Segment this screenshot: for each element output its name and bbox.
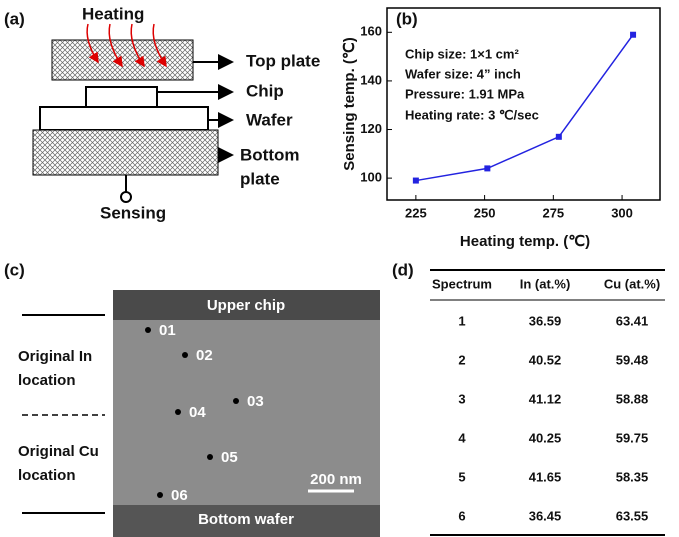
spot: [207, 454, 213, 460]
panel-label: (c): [4, 260, 25, 279]
table-header: In (at.%): [520, 276, 571, 291]
x-tick-label: 300: [611, 205, 633, 220]
part-label: Top plate: [246, 51, 320, 70]
y-tick-label: 120: [360, 121, 382, 136]
table-cell: 1: [458, 313, 465, 328]
spot: [233, 398, 239, 404]
table-cell: 36.45: [529, 508, 562, 523]
spot-label: 02: [196, 347, 213, 364]
region-text: Original Cu: [18, 443, 99, 460]
table-cell: 5: [458, 469, 465, 484]
y-tick-label: 140: [360, 72, 382, 87]
region-text: location: [18, 467, 76, 484]
part-label: plate: [240, 169, 280, 188]
table-header: Spectrum: [432, 276, 492, 291]
wafer: [40, 107, 208, 130]
x-axis-label: Heating temp. (℃): [460, 233, 590, 250]
panel-label: (d): [392, 260, 414, 279]
region-text: location: [18, 372, 76, 389]
panel-b: (b) Chip size: 1×1 cm² Wafer size: 4” in…: [341, 8, 660, 250]
point: [556, 134, 562, 140]
x-tick-label: 225: [405, 205, 427, 220]
heating-label: Heating: [82, 4, 144, 23]
point: [413, 178, 419, 184]
plot-frame: [387, 8, 660, 200]
part-label: Chip: [246, 81, 284, 100]
y-tick-label: 160: [360, 24, 382, 39]
spot-label: 04: [189, 404, 206, 421]
table-cell: 40.25: [529, 430, 562, 445]
x-tick-label: 275: [542, 205, 564, 220]
table-cell: 36.59: [529, 313, 562, 328]
spot-label: 06: [171, 487, 188, 504]
spot: [175, 409, 181, 415]
table-cell: 59.75: [616, 430, 649, 445]
table-cell: 4: [458, 430, 466, 445]
region-label: Bottom wafer: [198, 511, 294, 528]
part-label: Bottom: [240, 145, 299, 164]
sem-image: [113, 290, 380, 537]
panel-label: (b): [396, 9, 418, 28]
top-plate: [52, 40, 193, 80]
table-cell: 58.88: [616, 391, 649, 406]
spot: [145, 327, 151, 333]
y-axis-label: Sensing temp. (℃): [341, 37, 358, 171]
table-cell: 6: [458, 508, 465, 523]
table-cell: 2: [458, 352, 465, 367]
annotation: Wafer size: 4” inch: [405, 66, 521, 81]
table-header: Cu (at.%): [604, 276, 660, 291]
panel-d: (d) Spectrum In (at.%) Cu (at.%) 1 36.59 63.4…: [392, 260, 665, 535]
region-text: Original In: [18, 348, 92, 365]
x-tick-label: 250: [474, 205, 496, 220]
table-cell: 58.35: [616, 469, 649, 484]
sensing-label: Sensing: [100, 203, 166, 222]
spot: [157, 492, 163, 498]
point: [484, 165, 490, 171]
table-cell: 3: [458, 391, 465, 406]
region-label: Upper chip: [207, 297, 285, 314]
panel-c: (c) Upper chip Bottom wafer 01 02 03 04 …: [4, 260, 380, 537]
table-cell: 41.65: [529, 469, 562, 484]
table-cell: 63.41: [616, 313, 649, 328]
point: [630, 32, 636, 38]
page: (a) Heating Top plate Chip Wafer Bottom …: [0, 0, 679, 537]
table-cell: 41.12: [529, 391, 562, 406]
y-tick-label: 100: [360, 170, 382, 185]
figure: (a) Heating Top plate Chip Wafer Bottom …: [0, 0, 679, 537]
spot-label: 05: [221, 449, 238, 466]
table-cell: 63.55: [616, 508, 649, 523]
spot-label: 03: [247, 393, 264, 410]
bottom-plate: [33, 130, 218, 175]
sensor: [121, 192, 131, 202]
annotation: Pressure: 1.91 MPa: [405, 86, 525, 101]
table-cell: 40.52: [529, 352, 562, 367]
annotation: Heating rate: 3 ℃/sec: [405, 107, 539, 122]
panel-a: (a) Heating Top plate Chip Wafer Bottom …: [4, 4, 320, 222]
panel-label: (a): [4, 9, 25, 28]
part-label: Wafer: [246, 110, 293, 129]
table-cell: 59.48: [616, 352, 649, 367]
chip: [86, 87, 157, 107]
spot-label: 01: [159, 322, 176, 339]
scale-label: 200 nm: [310, 471, 362, 488]
spot: [182, 352, 188, 358]
annotation: Chip size: 1×1 cm²: [405, 46, 519, 61]
